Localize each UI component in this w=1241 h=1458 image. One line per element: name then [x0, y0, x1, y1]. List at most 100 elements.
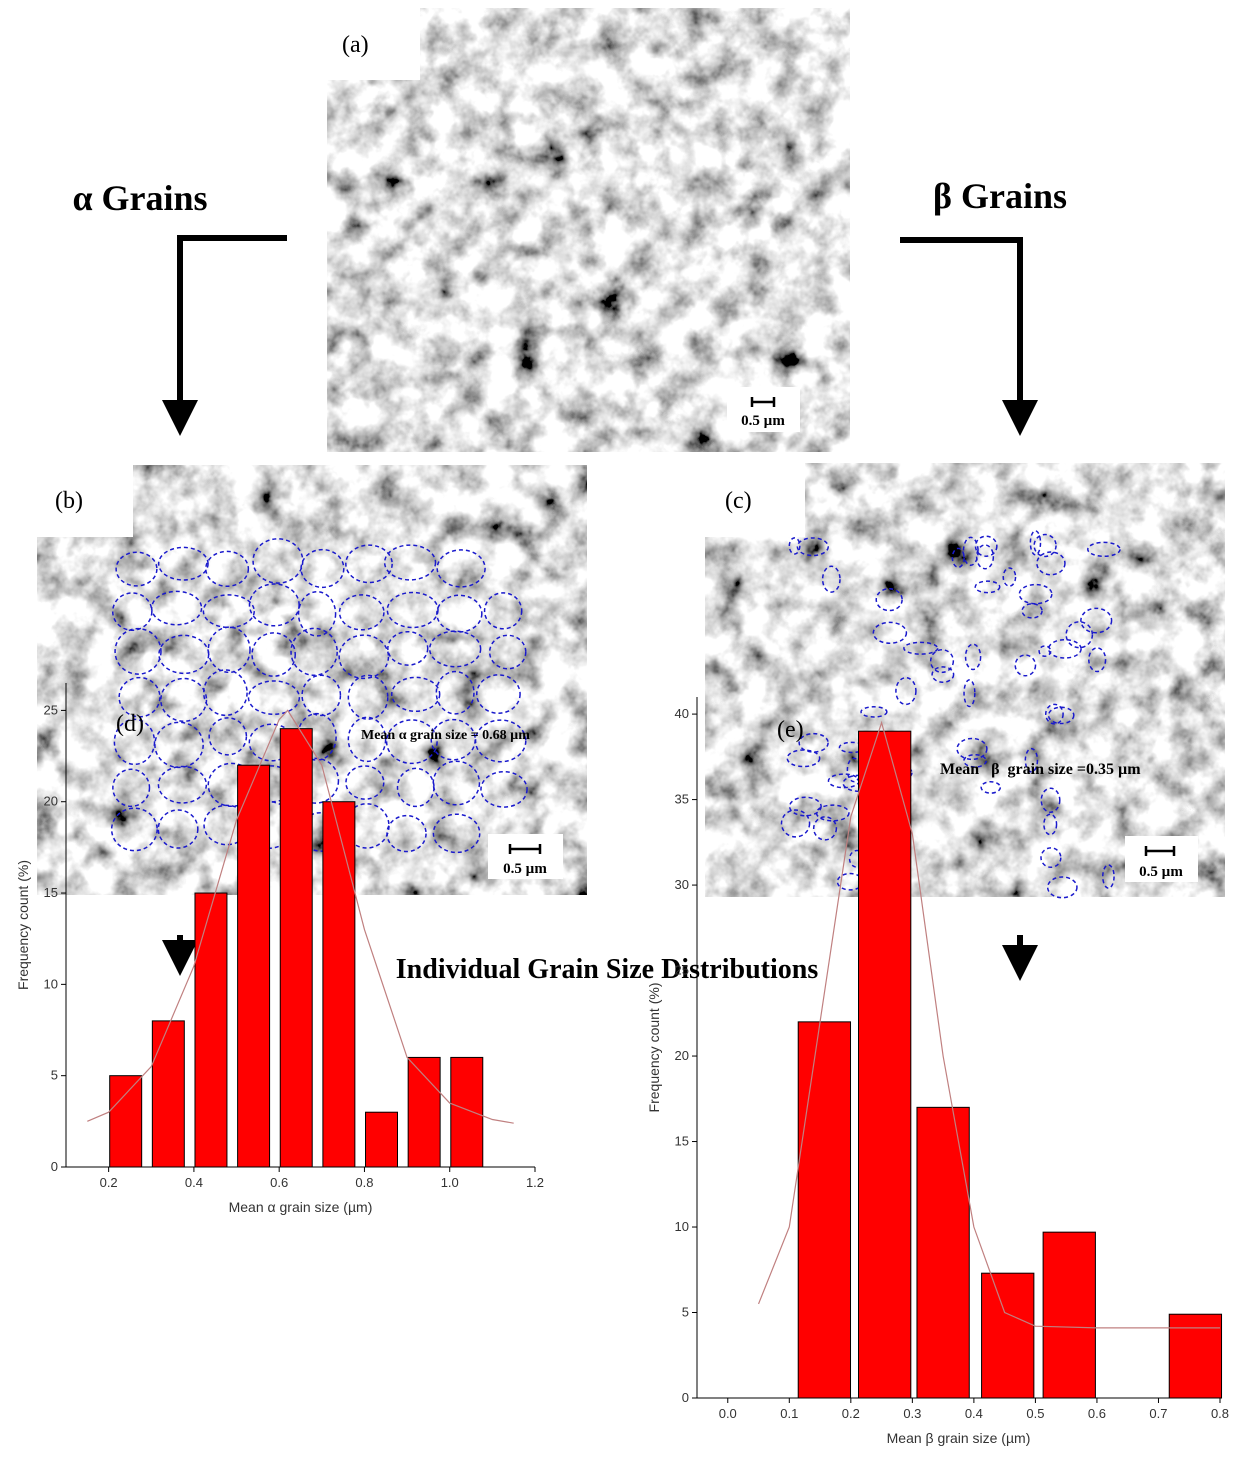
y-tick-label: 10 [675, 1219, 689, 1234]
bar [151, 1020, 185, 1168]
section-title: Individual Grain Size Distributions [396, 954, 819, 985]
grain-outline [903, 641, 939, 655]
grain-outline [290, 627, 338, 677]
grain-outline [160, 677, 208, 723]
grain-outline [383, 544, 437, 581]
y-tick-label: 15 [44, 885, 58, 900]
grain-outline [385, 719, 438, 765]
grain-outline [812, 816, 838, 841]
x-tick-label: 0.6 [270, 1175, 288, 1190]
grain-outline [432, 813, 481, 854]
grain-outline [875, 588, 903, 612]
x-tick-label: 0.1 [780, 1406, 798, 1421]
grain-outline [347, 674, 389, 720]
grain-outline [1047, 638, 1082, 659]
x-tick-label: 0.3 [903, 1406, 921, 1421]
grain-outline [788, 537, 801, 555]
x-tick-label: 0.2 [842, 1406, 860, 1421]
grain-outline [345, 544, 393, 584]
x-tick-label: 0.0 [719, 1406, 737, 1421]
grain-outline [115, 551, 158, 587]
grain-outline [780, 809, 811, 838]
grain-outline [895, 676, 917, 706]
bar [194, 892, 228, 1168]
grain-outline [796, 537, 830, 557]
fit-curve [757, 720, 1220, 1329]
grain-outline [428, 630, 482, 668]
annotation: Mean α grain size = 0.68 µm [361, 728, 530, 743]
y-tick-label: 20 [44, 794, 58, 809]
grain-outline [956, 737, 988, 761]
grain-outline [386, 814, 427, 853]
grain-outline [821, 565, 841, 593]
grain-outline [1014, 654, 1037, 677]
micrograph-a [327, 8, 850, 452]
grain-outline [980, 780, 1002, 794]
grain-outline [975, 544, 995, 570]
y-tick-label: 15 [675, 1134, 689, 1149]
scale-label: 0.5 µm [1139, 864, 1183, 880]
grain-outline [345, 765, 385, 800]
panel-label: (a) [342, 32, 369, 58]
grain-outline [788, 796, 822, 817]
y-axis-label: Frequency count (%) [646, 983, 662, 1113]
panel-label: (d) [116, 711, 144, 737]
grain-outline [157, 546, 209, 581]
grain-outline [1040, 847, 1062, 869]
grain-outline [964, 643, 982, 671]
scale-bar: 0.5 µm [488, 834, 563, 879]
grain-outline [1038, 645, 1052, 657]
grain-outline [202, 669, 248, 717]
scale-bar: 0.5 µm [727, 387, 800, 432]
grain-outline [387, 630, 429, 666]
bar [450, 1056, 484, 1168]
grain-outline [1036, 551, 1066, 576]
panel-label: (e) [777, 717, 804, 743]
grain-outline [300, 548, 345, 589]
bar [407, 1056, 441, 1168]
grain-outline [202, 594, 256, 629]
y-tick-label: 40 [675, 706, 689, 721]
arrow [162, 235, 287, 436]
scale-bar: 0.5 µm [1125, 836, 1198, 882]
bar [1042, 1231, 1096, 1399]
grain-outline [347, 716, 387, 763]
y-tick-label: 0 [682, 1390, 689, 1405]
grain-outline [248, 583, 300, 627]
x-tick-label: 0.8 [1211, 1406, 1229, 1421]
beta-heading: β Grains [933, 176, 1067, 216]
grain-outline [1002, 567, 1017, 587]
grain-outline [435, 670, 475, 715]
grain-outline [860, 706, 888, 718]
y-tick-label: 5 [51, 1068, 58, 1083]
y-tick-label: 0 [51, 1159, 58, 1174]
y-axis-label: Frequency count (%) [15, 860, 31, 990]
grain-outline [208, 717, 248, 756]
x-tick-label: 0.6 [1088, 1406, 1106, 1421]
label-box [37, 465, 133, 537]
grain-outline [1040, 787, 1061, 813]
grain-outline [1024, 747, 1039, 773]
bar [858, 730, 912, 1399]
grain-outline [974, 535, 998, 557]
grain-outline [1065, 621, 1094, 649]
grain-outline [1043, 813, 1058, 836]
alpha-heading: α Grains [72, 178, 207, 218]
grain-outline [1044, 703, 1064, 725]
grain-outline [963, 753, 987, 768]
grain-outline [251, 632, 296, 677]
grain-outline [929, 648, 955, 674]
grain-outline [963, 679, 976, 708]
annotation: Mean β grain size =0.35 µm [940, 761, 1141, 778]
grain-outline [114, 627, 162, 675]
grain-outline [432, 760, 481, 806]
x-tick-label: 0.7 [1149, 1406, 1167, 1421]
bar [981, 1272, 1035, 1399]
grain-outline [872, 621, 908, 644]
grain-outline [157, 809, 199, 849]
x-axis-label: Mean α grain size (µm) [229, 1199, 373, 1215]
scale-label: 0.5 µm [741, 413, 785, 429]
grain-outline [1087, 541, 1121, 558]
x-axis-label: Mean β grain size (µm) [887, 1430, 1031, 1446]
